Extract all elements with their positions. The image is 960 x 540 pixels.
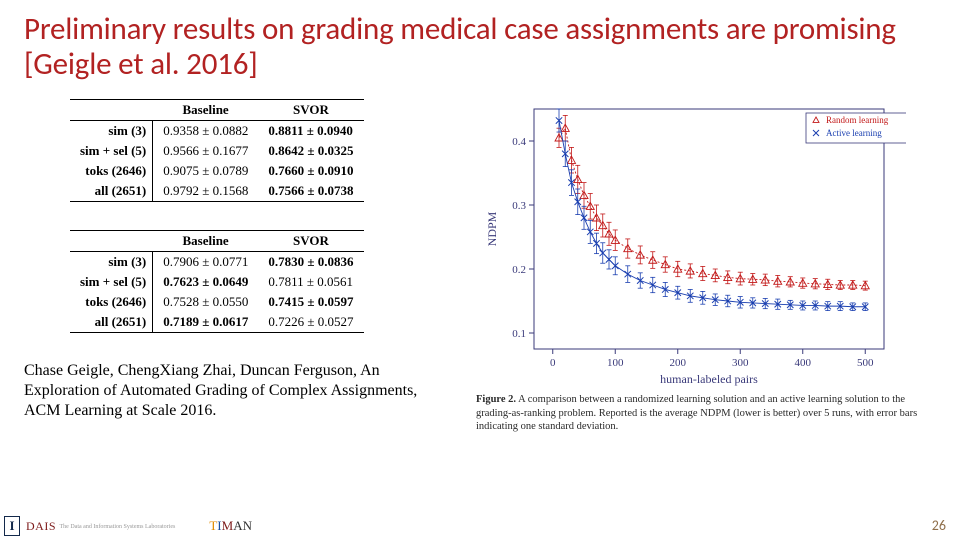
right-column: 0 100 200 300 400 500 0.1 0.2 0.3 0.4 human-labele…: [476, 99, 936, 432]
dais-subtext: The Data and Information Systems Laborat…: [60, 524, 176, 530]
figure-caption: Figure 2. A comparison between a randomi…: [476, 393, 936, 432]
citation-text: Chase Geigle, ChengXiang Zhai, Duncan Fe…: [24, 361, 444, 421]
table1-baseline-value: 0.9566 ± 0.1677: [153, 141, 259, 161]
svg-text:400: 400: [795, 357, 812, 369]
svg-text:200: 200: [670, 357, 687, 369]
table2-row-label: sim (3): [70, 252, 153, 273]
table2-svor-value: 0.7830 ± 0.0836: [258, 252, 363, 273]
table-row: toks (2646)0.9075 ± 0.07890.7660 ± 0.091…: [70, 161, 364, 181]
content-columns: Baseline SVOR sim (3)0.9358 ± 0.08820.88…: [24, 99, 936, 432]
svg-text:100: 100: [607, 357, 624, 369]
results-table-1: Baseline SVOR sim (3)0.9358 ± 0.08820.88…: [70, 99, 364, 202]
table1-header-svor: SVOR: [258, 100, 363, 121]
svg-text:0.3: 0.3: [512, 200, 526, 212]
table2-header-empty: [70, 231, 153, 252]
table-row: sim (3)0.7906 ± 0.07710.7830 ± 0.0836: [70, 252, 364, 273]
svg-text:Random learning: Random learning: [826, 115, 889, 125]
footer-logos: I DAIS The Data and Information Systems …: [4, 516, 252, 536]
ndpm-chart: 0 100 200 300 400 500 0.1 0.2 0.3 0.4 human-labele…: [476, 99, 906, 389]
table2-svor-value: 0.7811 ± 0.0561: [258, 272, 363, 292]
svg-text:300: 300: [732, 357, 749, 369]
table2-svor-value: 0.7226 ± 0.0527: [258, 312, 363, 333]
slide: Preliminary results on grading medical c…: [0, 0, 960, 540]
table2-header-baseline: Baseline: [153, 231, 259, 252]
table1-baseline-value: 0.9358 ± 0.0882: [153, 121, 259, 142]
svg-text:0.2: 0.2: [512, 264, 526, 276]
illinois-logo-icon: I: [4, 516, 20, 536]
table1-row-label: toks (2646): [70, 161, 153, 181]
results-table-2: Baseline SVOR sim (3)0.7906 ± 0.07710.78…: [70, 230, 364, 333]
left-column: Baseline SVOR sim (3)0.9358 ± 0.08820.88…: [24, 99, 464, 432]
svg-text:Active learning: Active learning: [826, 128, 882, 138]
table1-svor-value: 0.7566 ± 0.0738: [258, 181, 363, 202]
table-row: all (2651)0.7189 ± 0.06170.7226 ± 0.0527: [70, 312, 364, 333]
table1-row-label: sim + sel (5): [70, 141, 153, 161]
table1-row-label: all (2651): [70, 181, 153, 202]
table-row: all (2651)0.9792 ± 0.15680.7566 ± 0.0738: [70, 181, 364, 202]
svg-text:NDPM: NDPM: [485, 212, 499, 247]
table2-row-label: toks (2646): [70, 292, 153, 312]
table1-svor-value: 0.7660 ± 0.0910: [258, 161, 363, 181]
slide-title: Preliminary results on grading medical c…: [24, 12, 936, 81]
table-row: sim (3)0.9358 ± 0.08820.8811 ± 0.0940: [70, 121, 364, 142]
table1-baseline-value: 0.9792 ± 0.1568: [153, 181, 259, 202]
table2-header-svor: SVOR: [258, 231, 363, 252]
svg-text:human-labeled pairs: human-labeled pairs: [660, 372, 758, 386]
table2-baseline-value: 0.7623 ± 0.0649: [153, 272, 259, 292]
svg-text:0: 0: [550, 357, 556, 369]
table-row: sim + sel (5)0.9566 ± 0.16770.8642 ± 0.0…: [70, 141, 364, 161]
svg-text:500: 500: [857, 357, 874, 369]
table2-row-label: sim + sel (5): [70, 272, 153, 292]
dais-logo: DAIS The Data and Information Systems La…: [26, 519, 175, 534]
table2-baseline-value: 0.7906 ± 0.0771: [153, 252, 259, 273]
svg-text:0.4: 0.4: [512, 136, 526, 148]
dais-text: DAIS: [26, 519, 56, 533]
chart-container: 0 100 200 300 400 500 0.1 0.2 0.3 0.4 human-labele…: [476, 99, 936, 389]
table2-row-label: all (2651): [70, 312, 153, 333]
table1-header-empty: [70, 100, 153, 121]
table1-baseline-value: 0.9075 ± 0.0789: [153, 161, 259, 181]
svg-text:0.1: 0.1: [512, 328, 526, 340]
table-row: sim + sel (5)0.7623 ± 0.06490.7811 ± 0.0…: [70, 272, 364, 292]
slide-number: 26: [932, 517, 946, 534]
figure-caption-body: A comparison between a randomized learni…: [476, 394, 917, 431]
table2-baseline-value: 0.7189 ± 0.0617: [153, 312, 259, 333]
table2-svor-value: 0.7415 ± 0.0597: [258, 292, 363, 312]
table1-svor-value: 0.8642 ± 0.0325: [258, 141, 363, 161]
table1-header-baseline: Baseline: [153, 100, 259, 121]
table1-svor-value: 0.8811 ± 0.0940: [258, 121, 363, 142]
table-row: toks (2646)0.7528 ± 0.05500.7415 ± 0.059…: [70, 292, 364, 312]
table2-baseline-value: 0.7528 ± 0.0550: [153, 292, 259, 312]
table1-row-label: sim (3): [70, 121, 153, 142]
timan-logo: TIMAN: [209, 518, 252, 534]
figure-caption-lead: Figure 2.: [476, 394, 516, 405]
